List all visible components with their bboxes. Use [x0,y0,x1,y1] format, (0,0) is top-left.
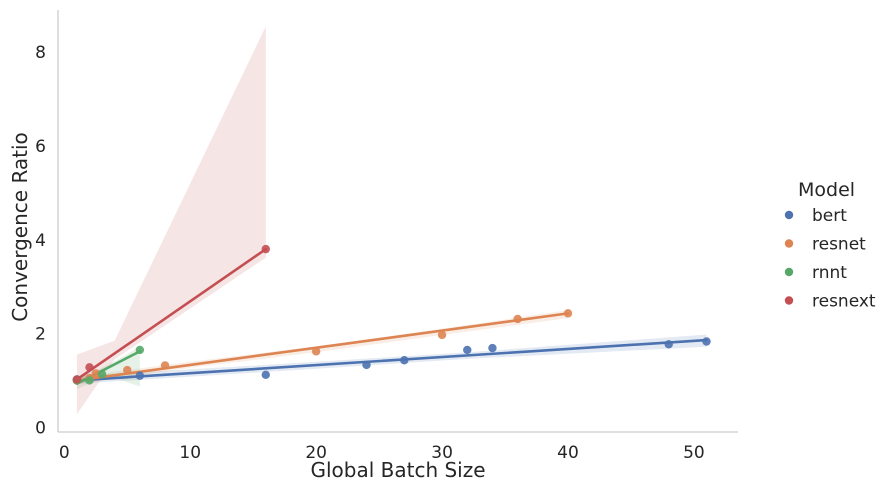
legend-label-resnet: resnet [812,235,866,255]
bert-point [261,370,270,379]
y-tick-label: 8 [35,43,46,63]
legend-marker-resnet [784,239,794,248]
resnet-point [123,365,132,375]
y-axis-title: Convergence Ratio [8,132,32,322]
confidence-bands [76,26,707,415]
bert-point [664,340,673,349]
x-tick-label: 20 [305,443,327,463]
data-points [72,244,711,385]
legend-label-resnext: resnext [812,292,876,312]
x-axis-title: Global Batch Size [310,458,485,482]
legend: Model bert resnet rnnt resnext [784,179,876,312]
resnet-regression-line [75,312,570,382]
bert-point [463,345,472,355]
bert-regression-line [75,338,708,382]
resnet-point [91,369,100,378]
x-tick-label: 40 [557,443,579,463]
resnext-regression-line [75,247,268,381]
y-tick-labels: 0 2 4 6 8 [35,43,46,438]
resnet-point [513,314,522,324]
legend-marker-bert [784,210,794,220]
resnext-point [85,363,94,372]
rnnt-point [135,345,145,355]
resnext-point [261,244,270,254]
bert-point [702,337,711,346]
bert-point [135,371,145,380]
bert-point [362,360,371,370]
legend-label-rnnt: rnnt [812,263,847,283]
rnnt-point [85,376,94,385]
y-tick-label: 0 [35,418,46,438]
x-tick-label: 50 [683,443,705,463]
y-tick-label: 4 [35,231,46,251]
x-tick-label: 30 [431,443,453,463]
legend-label-bert: bert [812,206,847,226]
y-tick-label: 2 [35,325,46,345]
resnext-point [72,375,82,384]
bert-point [488,343,497,353]
resnet-point [563,309,573,318]
resnet-point [437,330,447,340]
y-tick-label: 6 [35,137,46,157]
x-tick-label: 0 [59,443,70,463]
legend-marker-resnext [784,296,794,305]
x-tick-label: 10 [179,443,201,463]
bert-point [400,356,409,365]
resnet-point [160,361,170,370]
legend-marker-rnnt [784,267,794,277]
axes [57,10,738,433]
rnnt-point [97,370,107,379]
x-tick-labels: 0 10 20 30 40 50 [59,443,705,463]
resnet-point [311,347,321,356]
legend-title: Model [798,179,855,201]
